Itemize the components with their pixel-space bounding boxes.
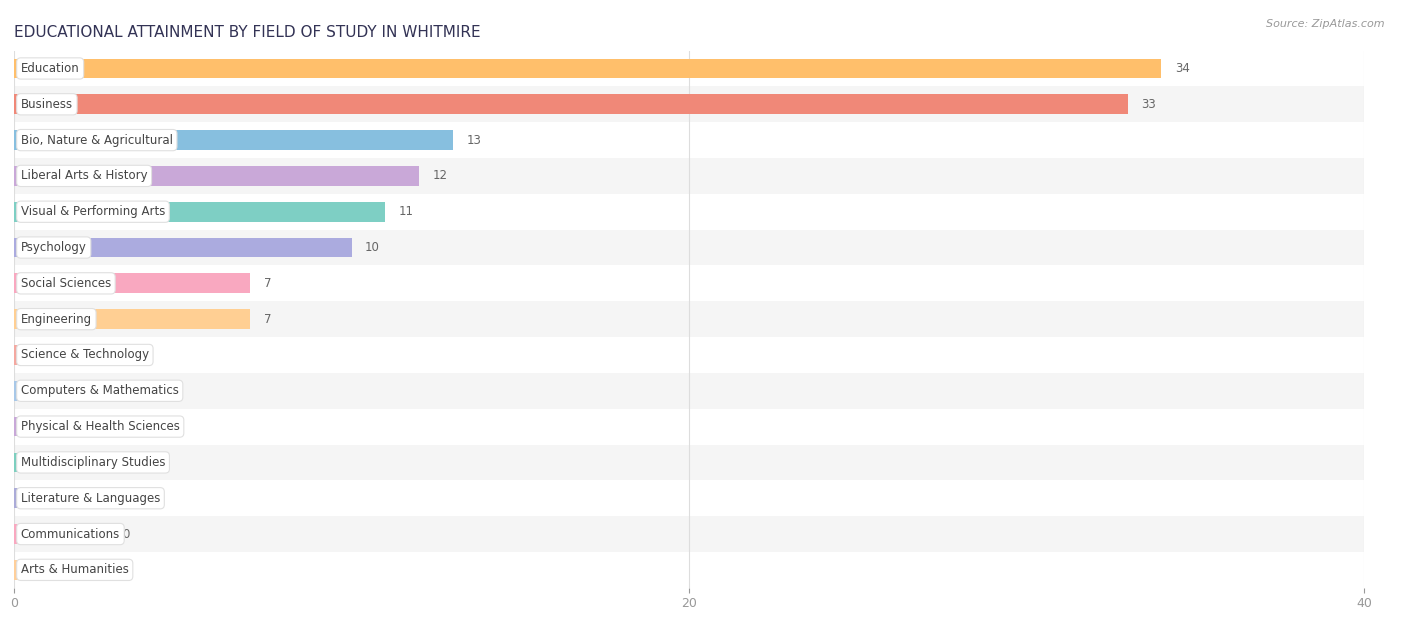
- Text: Arts & Humanities: Arts & Humanities: [21, 563, 129, 576]
- Text: Engineering: Engineering: [21, 313, 91, 325]
- Bar: [14, 560, 108, 580]
- Bar: [14, 59, 1161, 78]
- Text: 13: 13: [467, 133, 481, 147]
- Bar: [0, 337, 1406, 373]
- Bar: [0, 51, 1406, 87]
- Text: 0: 0: [122, 492, 129, 505]
- Text: Visual & Performing Arts: Visual & Performing Arts: [21, 205, 165, 218]
- Text: 0: 0: [122, 456, 129, 469]
- Text: Business: Business: [21, 98, 73, 111]
- Text: 7: 7: [264, 313, 271, 325]
- Bar: [14, 489, 108, 508]
- Text: Social Sciences: Social Sciences: [21, 277, 111, 290]
- Text: 33: 33: [1142, 98, 1156, 111]
- Text: 0: 0: [122, 563, 129, 576]
- Bar: [0, 229, 1406, 265]
- Bar: [0, 373, 1406, 409]
- Text: 11: 11: [399, 205, 413, 218]
- Text: Source: ZipAtlas.com: Source: ZipAtlas.com: [1267, 19, 1385, 29]
- Bar: [0, 158, 1406, 194]
- Text: Literature & Languages: Literature & Languages: [21, 492, 160, 505]
- Bar: [14, 381, 108, 401]
- Text: Psychology: Psychology: [21, 241, 87, 254]
- Bar: [14, 238, 352, 257]
- Bar: [14, 453, 108, 472]
- Text: 0: 0: [122, 420, 129, 433]
- Text: 7: 7: [264, 277, 271, 290]
- Text: Computers & Mathematics: Computers & Mathematics: [21, 384, 179, 398]
- Text: Communications: Communications: [21, 528, 120, 540]
- Text: Education: Education: [21, 62, 80, 75]
- Text: Science & Technology: Science & Technology: [21, 348, 149, 362]
- Bar: [0, 265, 1406, 301]
- Text: Liberal Arts & History: Liberal Arts & History: [21, 169, 148, 183]
- Text: Physical & Health Sciences: Physical & Health Sciences: [21, 420, 180, 433]
- Bar: [0, 87, 1406, 122]
- Text: 12: 12: [433, 169, 447, 183]
- Bar: [0, 194, 1406, 229]
- Bar: [0, 480, 1406, 516]
- Bar: [0, 516, 1406, 552]
- Bar: [14, 309, 250, 329]
- Bar: [0, 409, 1406, 444]
- Bar: [14, 274, 250, 293]
- Text: 0: 0: [122, 384, 129, 398]
- Bar: [0, 301, 1406, 337]
- Text: 3: 3: [129, 348, 136, 362]
- Text: 34: 34: [1175, 62, 1189, 75]
- Text: 0: 0: [122, 528, 129, 540]
- Bar: [0, 552, 1406, 588]
- Bar: [14, 94, 1128, 114]
- Text: EDUCATIONAL ATTAINMENT BY FIELD OF STUDY IN WHITMIRE: EDUCATIONAL ATTAINMENT BY FIELD OF STUDY…: [14, 25, 481, 40]
- Text: Multidisciplinary Studies: Multidisciplinary Studies: [21, 456, 166, 469]
- Bar: [14, 202, 385, 222]
- Bar: [0, 444, 1406, 480]
- Bar: [14, 416, 108, 437]
- Bar: [14, 166, 419, 186]
- Bar: [14, 524, 108, 544]
- Bar: [14, 130, 453, 150]
- Bar: [14, 345, 115, 365]
- Text: 10: 10: [366, 241, 380, 254]
- Text: Bio, Nature & Agricultural: Bio, Nature & Agricultural: [21, 133, 173, 147]
- Bar: [0, 122, 1406, 158]
